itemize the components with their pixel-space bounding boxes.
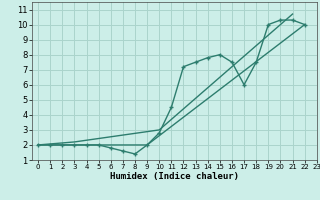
X-axis label: Humidex (Indice chaleur): Humidex (Indice chaleur) [110, 172, 239, 181]
